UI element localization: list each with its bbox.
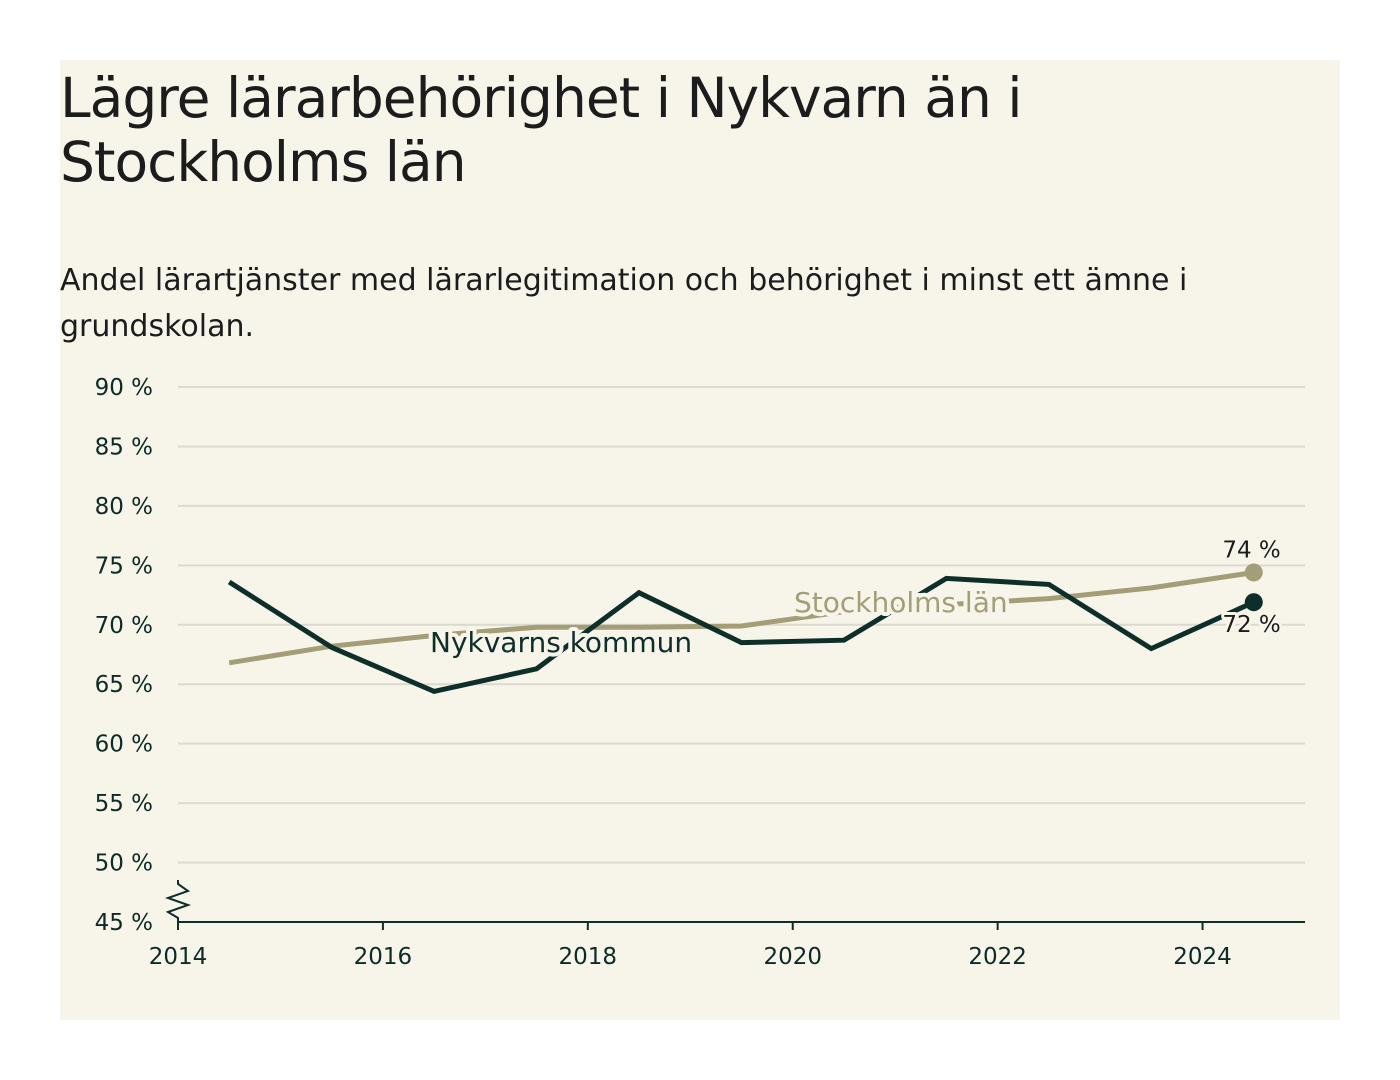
series-label-nykvarn: Nykvarns kommun [430,626,692,659]
series-label-stockholm: Stockholms län [794,586,1008,619]
axis-break-icon [164,880,192,922]
series-line-nykvarns-kommun [227,575,1255,695]
x-tick-label: 2018 [559,944,618,970]
y-tick-label: 60 % [95,732,153,758]
y-tick-label: 65 % [95,672,153,698]
series-label-nykvarn-halo: Nykvarns kommun [430,626,692,659]
y-tick-label: 55 % [95,791,153,817]
end-label-nykvarn: 72 % [1222,612,1280,638]
y-tick-label: 75 % [95,553,153,579]
x-tick-label: 2020 [763,944,822,970]
y-tick-label: 80 % [95,494,153,520]
end-point-stockholms-l-n [1244,563,1263,582]
series-lines [227,563,1263,695]
y-tick-label: 45 % [95,910,153,936]
x-axis-ticks: 2014 2016 2018 2020 2022 2024 [149,922,1232,970]
x-tick-label: 2022 [968,944,1027,970]
line-chart: 45 % 50 % 55 % 60 % 65 % 70 % 75 % 80 % 85 % 90 %… [95,375,1305,970]
y-tick-label: 70 % [95,613,153,639]
series-line-stockholms-l-n [228,570,1255,666]
y-tick-label: 85 % [95,434,153,460]
chart-card: Lägre lärarbehörighet i Nykvarn än i Sto… [60,60,1340,1020]
x-axis [164,880,1305,923]
end-point-nykvarns-kommun [1244,593,1263,612]
y-axis-ticks: 45 % 50 % 55 % 60 % 65 % 70 % 75 % 80 % 85 % 90 % [95,375,153,936]
end-label-stockholm: 74 % [1222,537,1280,563]
y-tick-label: 50 % [95,851,153,877]
chart-subtitle: Andel lärartjänster med lärarlegitimatio… [60,263,1188,344]
end-label-nykvarn-halo: 72 % [1222,612,1280,638]
x-tick-label: 2024 [1173,944,1232,970]
series-label-stockholm-halo: Stockholms län [794,586,1008,619]
chart-title: Lägre lärarbehörighet i Nykvarn än i Sto… [60,66,1023,194]
y-tick-label: 90 % [95,375,153,401]
x-tick-label: 2014 [149,944,208,970]
x-tick-label: 2016 [354,944,413,970]
